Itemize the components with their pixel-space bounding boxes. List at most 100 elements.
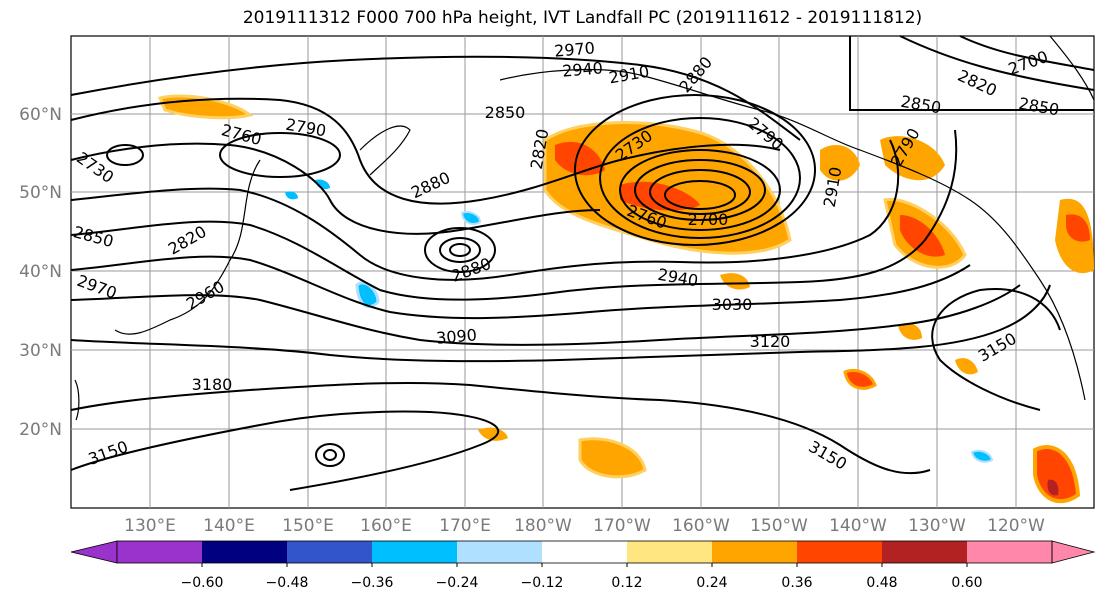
colorbar-tick-label: 0.60	[951, 575, 982, 591]
contour-line	[70, 97, 781, 205]
longitude-label: 150°E	[282, 516, 334, 536]
contour-line	[70, 139, 900, 281]
ivt-high-region	[1033, 445, 1081, 504]
latitude-label: 50°N	[19, 183, 62, 203]
contour-value-label: 2940	[561, 58, 603, 80]
colorbar-tick-label: 0.24	[696, 575, 727, 591]
colorbar-segment	[967, 541, 1052, 563]
colorbar-tick-label: −0.24	[436, 575, 479, 591]
colorbar-segment	[457, 541, 542, 563]
colorbar-tick-label: 0.36	[781, 575, 812, 591]
ivt-positive-region	[820, 145, 860, 181]
contour-value-label: 3030	[712, 295, 753, 314]
colorbar-segment	[117, 541, 202, 563]
longitude-label: 150°W	[750, 516, 808, 536]
ivt-positive-region	[478, 427, 508, 441]
contour-line	[70, 142, 601, 235]
colorbar-outline	[116, 540, 1053, 564]
ivt-high-region	[1066, 214, 1090, 242]
colorbar-extend-low	[70, 540, 118, 564]
contour-line	[70, 410, 500, 491]
contour-line	[449, 243, 471, 257]
contour-line	[959, 35, 1095, 71]
longitude-label: 140°E	[203, 516, 255, 536]
colorbar-tick-label: 0.48	[866, 575, 897, 591]
map-panel	[70, 35, 1095, 509]
latitude-labels: 60°N 50°N 40°N 30°N 20°N	[19, 105, 62, 440]
contour-line	[664, 180, 736, 210]
contour-line	[70, 284, 1021, 346]
longitude-label: 160°E	[360, 516, 412, 536]
colorbar-segment	[287, 541, 372, 563]
colorbar-extend-high	[1051, 540, 1096, 564]
colorbar-segment	[372, 541, 457, 563]
contour-line	[219, 132, 341, 178]
longitude-label: 130°W	[908, 516, 966, 536]
ivt-negative-region	[460, 211, 482, 225]
contour-line	[70, 55, 801, 141]
colorbar-segment	[627, 541, 712, 563]
contour-line	[899, 35, 1095, 91]
ivt-high-region	[843, 369, 877, 390]
ivt-positive-region	[898, 323, 922, 340]
colorbar-tick-label: −0.12	[521, 575, 564, 591]
longitude-label: 120°W	[987, 516, 1045, 536]
colorbar-segment	[882, 541, 967, 563]
ivt-negative-region	[285, 191, 298, 200]
colorbar-tick-label: 0.12	[611, 575, 642, 591]
contour-line	[599, 117, 801, 239]
colorbar-segment	[712, 541, 797, 563]
latitude-label: 20°N	[19, 420, 62, 440]
longitude-label: 180°W	[514, 516, 572, 536]
colorbar-segment	[797, 541, 882, 563]
ivt-negative-region	[970, 449, 994, 463]
colorbar-tick-label: −0.60	[181, 575, 224, 591]
contour-line	[106, 144, 144, 166]
contour-line	[931, 288, 1061, 411]
ivt-negative-region	[315, 179, 330, 190]
contour-line	[70, 284, 1051, 363]
ivt-high-region	[555, 141, 605, 176]
coastline-kamchatka	[359, 125, 411, 176]
latitude-label: 30°N	[19, 341, 62, 361]
coastlines	[74, 35, 1095, 421]
coastline-north-america	[499, 68, 1086, 401]
contour-value-label: 3090	[435, 325, 477, 347]
contour-line	[70, 381, 931, 475]
map-title: 2019111312 F000 700 hPa height, IVT Land…	[242, 8, 923, 28]
ivt-positive-region	[578, 437, 647, 479]
height-contours	[70, 35, 1095, 491]
latitude-label: 40°N	[19, 262, 62, 282]
contour-line	[70, 129, 958, 301]
ivt-negative-region	[355, 281, 380, 308]
contour-line	[315, 443, 345, 467]
longitude-label: 170°E	[439, 516, 491, 536]
longitude-label: 160°W	[672, 516, 730, 536]
colorbar: −0.60 −0.48 −0.36 −0.24 −0.12 0.12 0.24 0.36 0.4…	[70, 540, 1096, 591]
ivt-max-region	[1047, 479, 1059, 496]
contour-value-label: 2970	[553, 38, 595, 60]
ivt-positive-region	[720, 273, 750, 290]
contour-value-label: 2850	[485, 103, 526, 122]
contour-line	[849, 36, 1094, 111]
longitude-label: 140°W	[829, 516, 887, 536]
contour-line	[619, 149, 781, 231]
contour-line	[439, 237, 481, 263]
colorbar-segment	[542, 541, 627, 563]
longitude-labels: 130°E 140°E 150°E 160°E 170°E 180°W 170°W 160°W…	[124, 516, 1045, 536]
contour-value-label: 2700	[688, 210, 729, 229]
ivt-high-region	[900, 215, 945, 257]
contour-line	[424, 227, 496, 273]
ivt-positive-region	[880, 136, 945, 181]
contour-line	[649, 169, 751, 215]
contour-line	[323, 449, 337, 461]
ivt-high-region	[620, 181, 700, 211]
colorbar-tick-label: −0.48	[266, 575, 309, 591]
contour-line	[574, 94, 816, 246]
latitude-label: 60°N	[19, 105, 62, 125]
coastline-arctic	[1049, 35, 1095, 101]
contour-value-label: 3180	[192, 375, 233, 394]
coastline-philippines	[74, 379, 80, 421]
colorbar-tick-label: −0.36	[351, 575, 394, 591]
